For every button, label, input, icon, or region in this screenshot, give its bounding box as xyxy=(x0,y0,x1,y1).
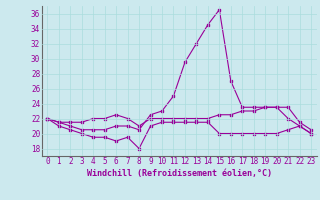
X-axis label: Windchill (Refroidissement éolien,°C): Windchill (Refroidissement éolien,°C) xyxy=(87,169,272,178)
